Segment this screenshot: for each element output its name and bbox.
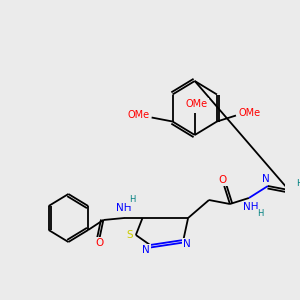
Text: NH: NH <box>243 202 259 212</box>
Text: H: H <box>257 209 263 218</box>
Text: O: O <box>218 175 226 185</box>
Text: OMe: OMe <box>127 110 149 121</box>
Text: S: S <box>126 230 133 240</box>
Text: H: H <box>296 179 300 188</box>
Text: O: O <box>95 238 104 248</box>
Text: N: N <box>142 245 150 255</box>
Text: N: N <box>183 239 191 249</box>
Text: OMe: OMe <box>186 99 208 109</box>
Text: OMe: OMe <box>238 109 260 118</box>
Text: H: H <box>130 196 136 205</box>
Text: NH: NH <box>116 203 131 213</box>
Text: N: N <box>262 174 270 184</box>
